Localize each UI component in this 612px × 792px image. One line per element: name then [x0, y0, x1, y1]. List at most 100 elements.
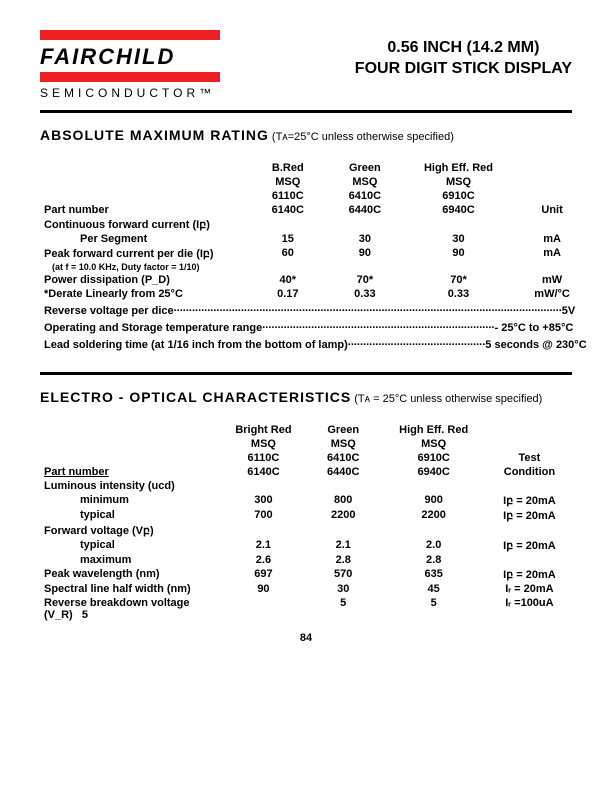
table-row: Luminous intensity (ucd) — [40, 479, 572, 493]
cell: 0.33 — [326, 287, 403, 301]
col-header: Condition — [487, 465, 572, 479]
cell: 5 — [380, 596, 486, 622]
table-row: Bright Red Green High Eff. Red — [40, 423, 572, 437]
table-row: Reverse voltage per dice................… — [40, 301, 591, 318]
table-row: typical 2.1 2.1 2.0 Iբ = 20mA — [40, 538, 572, 553]
col-header: 6110C — [249, 189, 326, 203]
header: FAIRCHILD SEMICONDUCTOR™ 0.56 INCH (14.2… — [40, 30, 572, 100]
cell: 570 — [306, 567, 380, 582]
dotted-label: Reverse voltage per dice — [44, 305, 174, 317]
row-label: Part number — [40, 465, 221, 479]
col-header: MSQ — [326, 175, 403, 189]
table-row: MSQ MSQ MSQ — [40, 175, 591, 189]
row-label: Peak wavelength (nm) — [40, 567, 221, 582]
table-row: minimum 300 800 900 Iբ = 20mA — [40, 493, 572, 508]
cell: 2200 — [306, 508, 380, 523]
col-header: 6440C — [326, 203, 403, 217]
col-header: High Eff. Red — [403, 161, 513, 175]
col-header: MSQ — [403, 175, 513, 189]
cell: Iբ = 20mA — [487, 508, 572, 523]
col-header: 6410C — [306, 451, 380, 465]
dotted-line: Operating and Storage temperature range.… — [40, 318, 591, 335]
table-row: *Derate Linearly from 25°C 0.17 0.33 0.3… — [40, 287, 591, 301]
divider — [40, 372, 572, 375]
col-header: 6110C — [221, 451, 306, 465]
col-header: MSQ — [306, 437, 380, 451]
row-label: Peak forward current per die (Iբ) — [40, 246, 249, 261]
table-row: Lead soldering time (at 1/16 inch from t… — [40, 335, 591, 352]
table-row: Forward voltage (Vբ) — [40, 523, 572, 538]
dotted-val: - 25°C to +85°C — [495, 322, 574, 334]
logo-bar-top — [40, 30, 220, 40]
logo: FAIRCHILD SEMICONDUCTOR™ — [40, 30, 220, 100]
cell: 900 — [380, 493, 486, 508]
row-label: typical — [40, 538, 221, 553]
cell: mA — [514, 246, 591, 261]
cell: Iᵣ =100uA — [487, 596, 572, 622]
row-label: Per Segment — [40, 232, 249, 246]
cell: 2.8 — [306, 553, 380, 567]
cell: Iբ = 20mA — [487, 493, 572, 508]
col-header: 6940C — [403, 203, 513, 217]
row-label: *Derate Linearly from 25°C — [40, 287, 249, 301]
cell: Iբ = 20mA — [487, 567, 572, 582]
cell: 90 — [221, 582, 306, 596]
col-header: High Eff. Red — [380, 423, 486, 437]
cell: mW — [514, 273, 591, 287]
table-row: 6110C 6410C 6910C — [40, 189, 591, 203]
table-row: Peak forward current per die (Iբ) 60 90 … — [40, 246, 591, 261]
title-line-1: 0.56 INCH (14.2 MM) — [355, 38, 572, 59]
cell: 15 — [249, 232, 326, 246]
brand-name: FAIRCHILD — [40, 44, 175, 70]
col-header: MSQ — [380, 437, 486, 451]
row-label: Part number — [40, 203, 249, 217]
table-row: Reverse breakdown voltage (V_R) 5 5 5 Iᵣ… — [40, 596, 572, 622]
table-row: Part number 6140C 6440C 6940C Unit — [40, 203, 591, 217]
row-label: maximum — [40, 553, 221, 567]
row-sublabel: (at f = 10.0 KHz, Duty factor = 1/10) — [40, 261, 591, 273]
section-abs-max: ABSOLUTE MAXIMUM RATING (Tᴀ=25°C unless … — [40, 127, 572, 143]
table-row: Spectral line half width (nm) 90 30 45 I… — [40, 582, 572, 596]
title-line-2: FOUR DIGIT STICK DISPLAY — [355, 59, 572, 80]
row-label: Reverse breakdown voltage (V_R) 5 — [40, 596, 221, 622]
cell: 90 — [403, 246, 513, 261]
cell: 60 — [249, 246, 326, 261]
cell: 30 — [403, 232, 513, 246]
cell: 90 — [326, 246, 403, 261]
row-label: Luminous intensity (ucd) — [40, 479, 572, 493]
page-title: 0.56 INCH (14.2 MM) FOUR DIGIT STICK DIS… — [355, 38, 572, 80]
col-header: 6140C — [221, 465, 306, 479]
col-header: 6940C — [380, 465, 486, 479]
table-row: Continuous forward current (Iբ) — [40, 217, 591, 232]
col-header: Green — [306, 423, 380, 437]
table-row: MSQ MSQ MSQ — [40, 437, 572, 451]
col-header: 6140C — [249, 203, 326, 217]
row-label: Spectral line half width (nm) — [40, 582, 221, 596]
dotted-label: Lead soldering time (at 1/16 inch from t… — [44, 339, 348, 351]
col-header: Green — [326, 161, 403, 175]
section-sub: (Tᴀ=25°C unless otherwise specified) — [272, 131, 454, 143]
row-label: Continuous forward current (Iբ) — [40, 217, 591, 232]
cell: 70* — [326, 273, 403, 287]
col-header: 6910C — [380, 451, 486, 465]
row-label: minimum — [40, 493, 221, 508]
cell: 2.1 — [306, 538, 380, 553]
cell: Iբ = 20mA — [487, 538, 572, 553]
cell: mA — [514, 232, 591, 246]
dotted-label: Operating and Storage temperature range — [44, 322, 262, 334]
row-label: typical — [40, 508, 221, 523]
cell: 70* — [403, 273, 513, 287]
cell: Iᵣ = 20mA — [487, 582, 572, 596]
cell: 2.1 — [221, 538, 306, 553]
cell: 697 — [221, 567, 306, 582]
col-header: MSQ — [249, 175, 326, 189]
cell: 45 — [380, 582, 486, 596]
cell: mW/°C — [514, 287, 591, 301]
table-row: Operating and Storage temperature range.… — [40, 318, 591, 335]
cell: 300 — [221, 493, 306, 508]
table-row: typical 700 2200 2200 Iբ = 20mA — [40, 508, 572, 523]
table-row: Power dissipation (P_D) 40* 70* 70* mW — [40, 273, 591, 287]
col-header: 6440C — [306, 465, 380, 479]
brand-sub: SEMICONDUCTOR™ — [40, 86, 215, 100]
divider — [40, 110, 572, 113]
